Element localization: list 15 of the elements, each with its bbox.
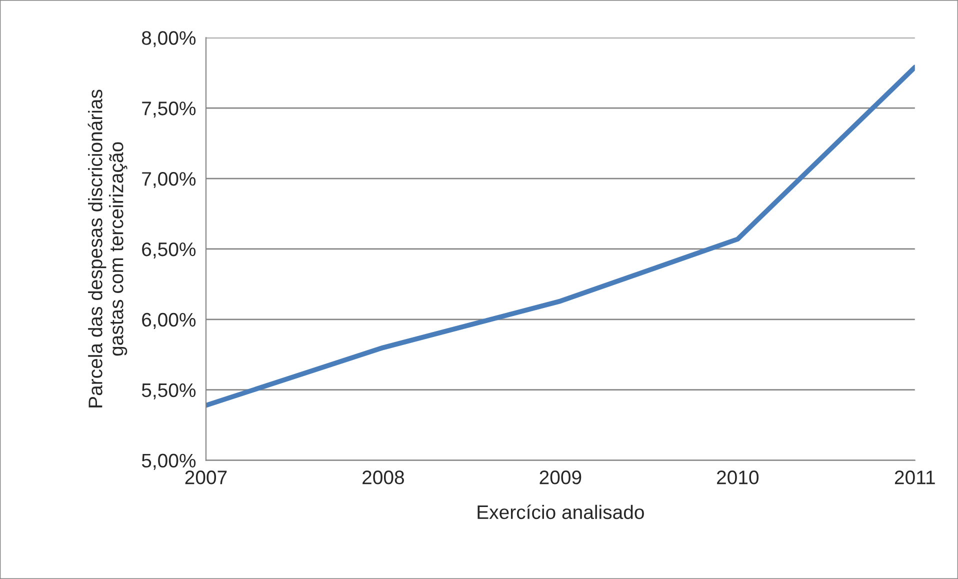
y-axis-title: Parcela das despesas discricionárias gastas com terceirização — [88, 90, 128, 408]
y-tick-label: 5,00% — [142, 454, 196, 470]
x-tick-label: 2009 — [540, 470, 582, 484]
y-tick-label: 7,00% — [142, 172, 196, 188]
x-tick-label: 2007 — [185, 470, 227, 484]
line-series — [206, 64, 915, 408]
x-tick-label: 2008 — [362, 470, 404, 484]
y-tick-label: 7,50% — [142, 102, 196, 118]
x-tick-label: 2011 — [894, 470, 935, 484]
x-tick-label: 2010 — [717, 470, 759, 484]
y-tick-label: 6,50% — [142, 242, 196, 259]
x-axis-title: Exercício analisado — [478, 504, 644, 520]
y-tick-label: 8,00% — [142, 31, 196, 48]
y-tick-label: 6,00% — [142, 312, 196, 329]
y-tick-label: 5,50% — [142, 383, 196, 400]
